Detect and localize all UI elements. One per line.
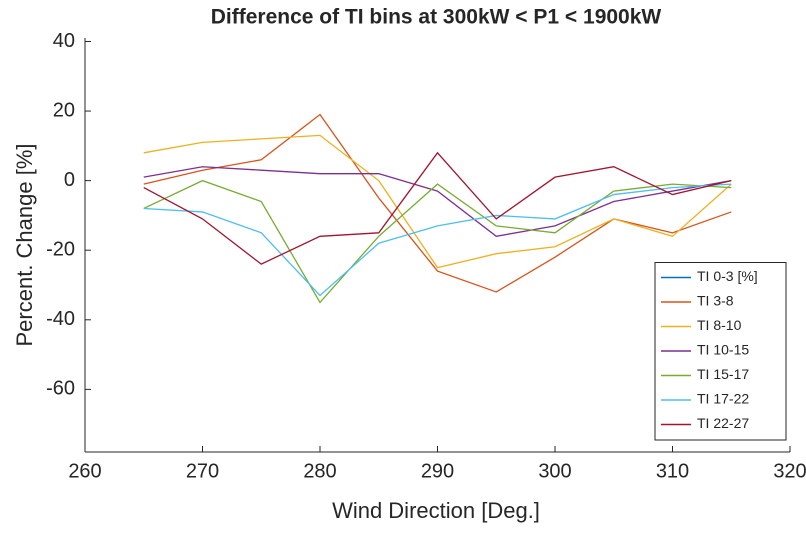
legend-label: TI 3-8 <box>697 293 734 309</box>
x-tick-label: 310 <box>656 460 689 482</box>
x-tick-label: 280 <box>303 460 336 482</box>
x-tick-label: 290 <box>421 460 454 482</box>
y-tick-label: 40 <box>53 30 75 52</box>
y-axis-label: Percent. Change [%] <box>12 143 37 346</box>
legend-label: TI 0-3 [%] <box>697 268 758 284</box>
y-tick-label: 20 <box>53 99 75 121</box>
legend-label: TI 22-27 <box>697 415 749 431</box>
y-tick-label: 0 <box>64 169 75 191</box>
y-tick-label: -20 <box>46 238 75 260</box>
legend-label: TI 17-22 <box>697 391 749 407</box>
series-line <box>143 134 732 269</box>
legend-label: TI 10-15 <box>697 342 749 358</box>
x-tick-label: 300 <box>538 460 571 482</box>
legend-label: TI 8-10 <box>697 317 742 333</box>
x-tick-label: 320 <box>773 460 806 482</box>
series-line <box>143 183 732 297</box>
series-line <box>143 113 732 293</box>
x-tick-label: 270 <box>186 460 219 482</box>
legend-label: TI 15-17 <box>697 366 749 382</box>
y-tick-label: -60 <box>46 378 75 400</box>
chart-title: Difference of TI bins at 300kW < P1 < 19… <box>211 6 662 29</box>
series-line <box>143 166 732 237</box>
x-axis-label: Wind Direction [Deg.] <box>332 498 540 523</box>
series-line <box>143 179 732 304</box>
y-tick-label: -40 <box>46 308 75 330</box>
series-line <box>143 151 732 265</box>
x-tick-label: 260 <box>68 460 101 482</box>
